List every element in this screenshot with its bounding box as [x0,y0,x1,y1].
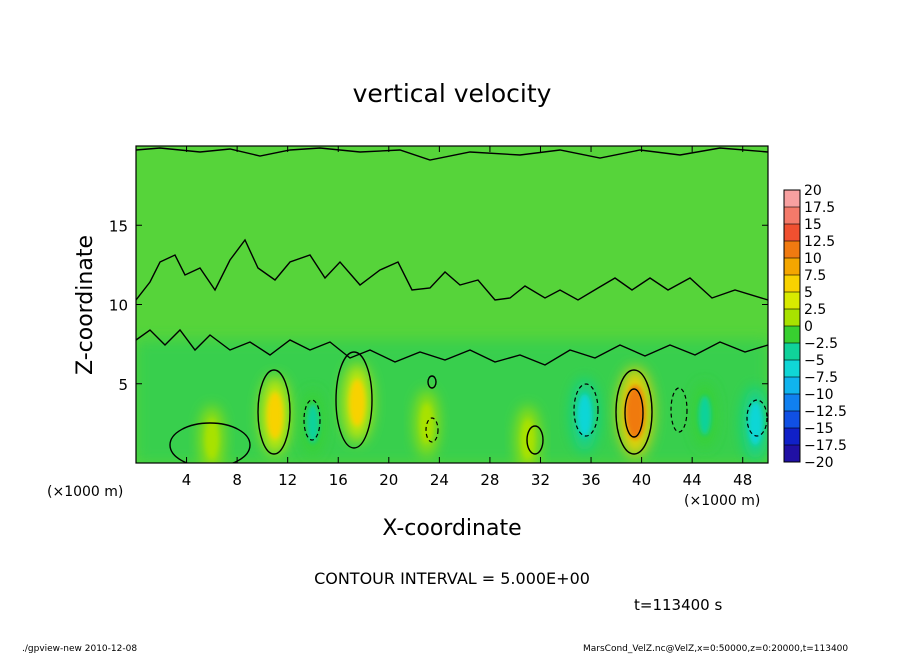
colorbar-swatch-12 [784,394,800,412]
x-unit-right: (×1000 m) [684,493,760,509]
colorbar-swatch-7 [784,309,800,327]
contour-peak-17 [335,351,373,449]
x-tick-label-0: 4 [182,471,192,489]
footer-left: ./gpview-new 2010-12-08 [22,644,137,654]
colorbar-swatch-4 [784,258,800,276]
x-tick-label-8: 36 [581,471,600,489]
contour-peak-39 [615,369,653,455]
x-tick-label-2: 12 [278,471,297,489]
colorbar-label-9: −2.5 [804,336,838,352]
contour-peak-39-inner [624,388,644,438]
colorbar-swatch-9 [784,343,800,361]
colorbar-label-14: −15 [804,421,834,437]
contour-zero-low [136,328,768,366]
feature-core-1 [349,379,366,427]
chart-title: vertical velocity [353,79,552,108]
colorbar-swatch-10 [784,360,800,378]
colorbar-label-12: −10 [804,387,834,403]
colorbar-label-3: 12.5 [804,234,835,250]
x-tick-label-4: 20 [379,471,398,489]
colorbar-label-1: 17.5 [804,200,835,216]
x-tick-label-10: 44 [683,471,702,489]
contour-hump-23 [427,375,437,389]
colorbar-label-7: 2.5 [804,302,826,318]
x-axis-ticks: 4 8 12 16 20 24 28 32 36 40 44 48 [182,146,752,489]
colorbar-label-0: 20 [804,183,822,199]
colorbar: 2017.51512.5107.552.50−2.5−5−7.5−10−12.5… [783,183,847,471]
colorbar-label-2: 15 [804,217,822,233]
feature-core-0 [267,392,284,439]
x-tick-label-5: 24 [430,471,449,489]
colorbar-swatch-1 [784,207,800,225]
feature-core-3 [577,393,592,438]
contour-trough-45 [670,387,688,433]
colorbar-label-11: −7.5 [804,370,838,386]
feature-core-6 [748,401,763,445]
heatmap-features [200,363,768,463]
colorbar-label-13: −12.5 [804,404,847,420]
feature-core-9 [521,419,535,460]
colorbar-swatch-6 [784,292,800,310]
contour-interval-label: CONTOUR INTERVAL = 5.000E+00 [314,569,590,588]
lower-band [136,340,768,463]
x-tick-label-9: 40 [632,471,651,489]
colorbar-swatch-13 [784,411,800,429]
colorbar-swatch-15 [784,445,800,463]
plot-area [136,146,768,463]
contour-peak-11 [257,369,291,455]
x-tick-label-7: 32 [531,471,550,489]
x-unit-left: (×1000 m) [47,484,123,500]
contour-lines [136,147,768,463]
contour-trough-25 [425,417,439,443]
footer-right: MarsCond_VelZ.nc@VelZ,x=0:50000,z=0:2000… [583,644,848,654]
y-axis-ticks: 5 10 15 [109,217,768,394]
x-axis-label: X-coordinate [382,516,521,541]
contour-trough-14 [303,399,321,441]
colorbar-label-15: −17.5 [804,438,847,454]
colorbar-swatch-3 [784,241,800,259]
colorbar-swatch-8 [784,326,800,344]
time-label: t=113400 s [634,596,722,614]
x-tick-label-3: 16 [329,471,348,489]
colorbar-label-16: −20 [804,455,834,471]
y-axis-label: Z-coordinate [73,235,98,375]
y-tick-label-1: 10 [109,297,128,315]
colorbar-swatch-0 [784,190,800,208]
colorbar-swatch-2 [784,224,800,242]
colorbar-swatch-14 [784,428,800,446]
x-tick-label-11: 48 [733,471,752,489]
y-tick-label-2: 15 [109,217,128,235]
contour-hump-6 [169,422,251,463]
contour-zero-mid [136,238,768,301]
feature-core-7 [205,419,219,460]
contour-peak-31 [526,425,544,455]
contour-trough-35 [573,383,599,437]
contour-trough-49 [746,399,768,437]
negative-contours [303,383,768,443]
feature-core-2 [625,385,645,440]
colorbar-label-4: 10 [804,251,822,267]
colorbar-label-8: 0 [804,319,813,335]
colorbar-label-10: −5 [804,353,825,369]
x-tick-label-6: 28 [480,471,499,489]
x-tick-label-1: 8 [232,471,242,489]
colorbar-label-6: 5 [804,285,813,301]
feature-core-4 [306,403,320,444]
y-tick-label-0: 5 [118,376,128,394]
colorbar-label-5: 7.5 [804,268,826,284]
colorbar-swatch-5 [784,275,800,293]
colorbar-swatch-11 [784,377,800,395]
feature-core-5 [698,395,712,436]
contour-zero-upper [136,147,768,161]
